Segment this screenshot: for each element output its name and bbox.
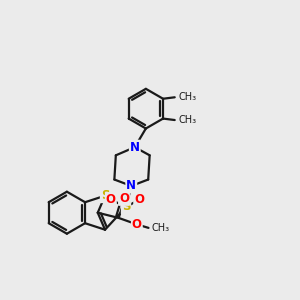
Text: S: S bbox=[122, 200, 130, 213]
Text: N: N bbox=[130, 141, 140, 154]
Text: S: S bbox=[101, 189, 109, 202]
Text: O: O bbox=[132, 218, 142, 231]
Text: O: O bbox=[106, 193, 116, 206]
Text: CH₃: CH₃ bbox=[152, 223, 169, 233]
Text: CH₃: CH₃ bbox=[178, 115, 196, 125]
Text: O: O bbox=[119, 192, 129, 205]
Text: CH₃: CH₃ bbox=[178, 92, 196, 102]
Text: O: O bbox=[134, 193, 144, 206]
Text: N: N bbox=[126, 179, 136, 192]
